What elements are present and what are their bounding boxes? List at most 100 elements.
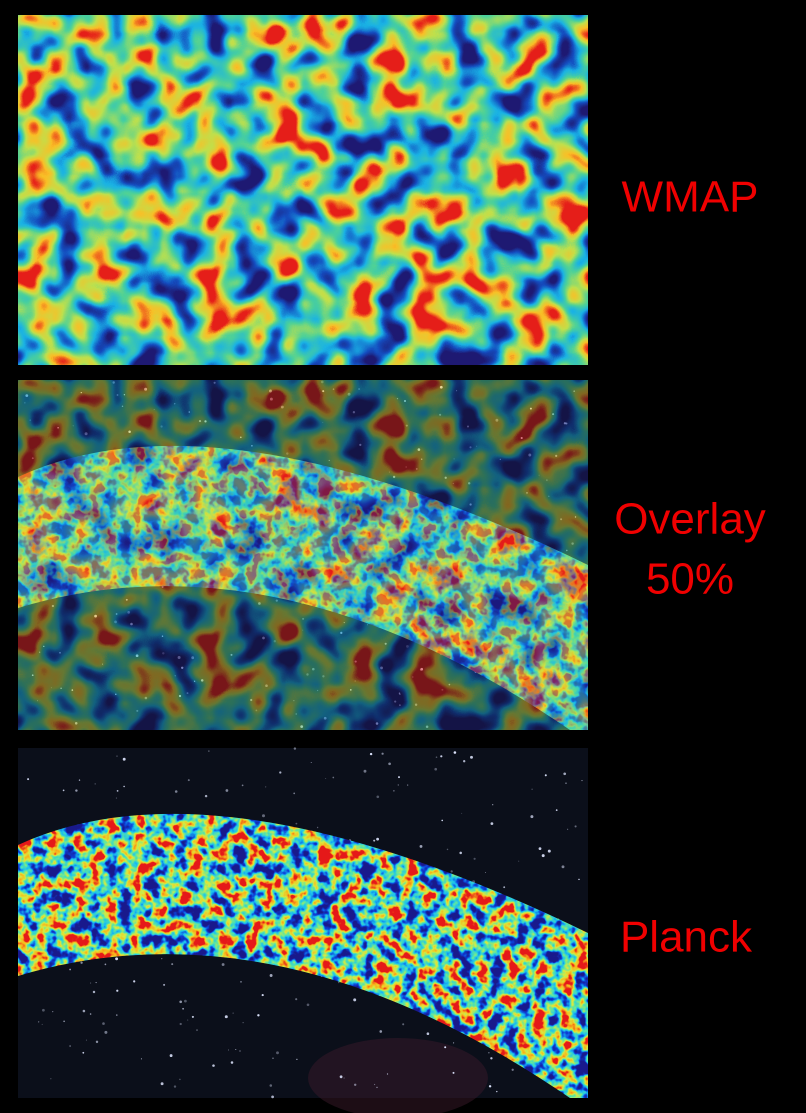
star bbox=[544, 774, 547, 777]
panel-label: WMAP bbox=[622, 173, 759, 222]
wmap-map bbox=[18, 15, 588, 365]
star bbox=[204, 794, 208, 798]
star bbox=[82, 1051, 85, 1054]
star bbox=[42, 1008, 45, 1012]
star bbox=[402, 1023, 405, 1026]
star bbox=[393, 790, 395, 792]
star bbox=[489, 1083, 491, 1085]
star bbox=[376, 795, 380, 799]
star bbox=[325, 778, 327, 779]
star bbox=[397, 784, 399, 786]
planck-panel bbox=[18, 747, 588, 1113]
star bbox=[295, 822, 298, 825]
star bbox=[453, 751, 457, 754]
panel-label: 50% bbox=[646, 555, 734, 604]
star bbox=[426, 1032, 430, 1035]
star bbox=[578, 878, 580, 881]
star bbox=[221, 963, 225, 966]
star bbox=[241, 784, 244, 787]
star bbox=[224, 1015, 228, 1019]
star bbox=[398, 776, 400, 779]
star bbox=[123, 785, 125, 788]
star bbox=[488, 1052, 490, 1054]
star bbox=[446, 848, 449, 851]
star bbox=[563, 772, 567, 776]
star bbox=[174, 790, 178, 793]
star bbox=[92, 990, 96, 994]
star bbox=[179, 1078, 181, 1081]
star bbox=[269, 1084, 273, 1087]
star bbox=[343, 1077, 345, 1079]
star bbox=[374, 1083, 376, 1086]
star bbox=[332, 776, 335, 779]
star bbox=[242, 1022, 244, 1024]
star bbox=[262, 814, 265, 818]
star bbox=[316, 826, 319, 829]
star bbox=[232, 1012, 234, 1014]
star bbox=[75, 789, 78, 792]
star bbox=[161, 958, 163, 960]
star bbox=[230, 1061, 234, 1064]
star bbox=[163, 983, 166, 986]
star bbox=[271, 1095, 274, 1099]
star bbox=[191, 1015, 194, 1018]
star bbox=[293, 792, 296, 795]
star bbox=[239, 1050, 241, 1052]
star bbox=[116, 989, 119, 992]
star bbox=[363, 769, 367, 773]
star bbox=[555, 809, 558, 811]
star bbox=[85, 1039, 87, 1041]
star bbox=[386, 1073, 389, 1075]
star bbox=[488, 1085, 492, 1088]
star bbox=[82, 1009, 86, 1013]
star bbox=[208, 750, 210, 752]
star bbox=[530, 815, 534, 819]
star bbox=[434, 767, 438, 771]
star bbox=[115, 797, 117, 799]
star bbox=[453, 1042, 455, 1044]
star bbox=[235, 1049, 237, 1051]
star bbox=[41, 1023, 43, 1025]
star bbox=[265, 786, 267, 788]
star bbox=[257, 1014, 260, 1017]
wmap-overlay bbox=[18, 380, 588, 730]
star bbox=[63, 1020, 65, 1023]
star bbox=[228, 1049, 229, 1051]
star bbox=[574, 825, 577, 828]
star bbox=[538, 847, 542, 850]
panel-label: Planck bbox=[620, 913, 753, 962]
star bbox=[511, 1068, 514, 1071]
star bbox=[116, 790, 119, 792]
star bbox=[388, 762, 391, 766]
star bbox=[62, 789, 65, 792]
star bbox=[279, 771, 282, 774]
star bbox=[444, 1046, 447, 1049]
star bbox=[565, 782, 567, 784]
star bbox=[69, 968, 71, 971]
star bbox=[95, 1040, 99, 1044]
star bbox=[269, 974, 273, 977]
star bbox=[276, 1051, 279, 1055]
star bbox=[104, 1030, 108, 1034]
star bbox=[182, 1007, 184, 1010]
star bbox=[212, 1064, 215, 1067]
panel-label: Overlay bbox=[614, 495, 766, 544]
star bbox=[261, 994, 264, 997]
star bbox=[459, 851, 462, 855]
star bbox=[169, 1054, 173, 1058]
star bbox=[473, 857, 476, 860]
star bbox=[376, 837, 380, 841]
star bbox=[470, 755, 473, 759]
star bbox=[38, 1021, 40, 1023]
star bbox=[547, 849, 551, 853]
star bbox=[531, 788, 533, 790]
star bbox=[160, 1082, 164, 1086]
star bbox=[306, 1003, 310, 1007]
star bbox=[567, 828, 569, 830]
star bbox=[452, 1071, 455, 1074]
star bbox=[461, 812, 463, 814]
star bbox=[463, 760, 466, 763]
star bbox=[441, 819, 444, 822]
